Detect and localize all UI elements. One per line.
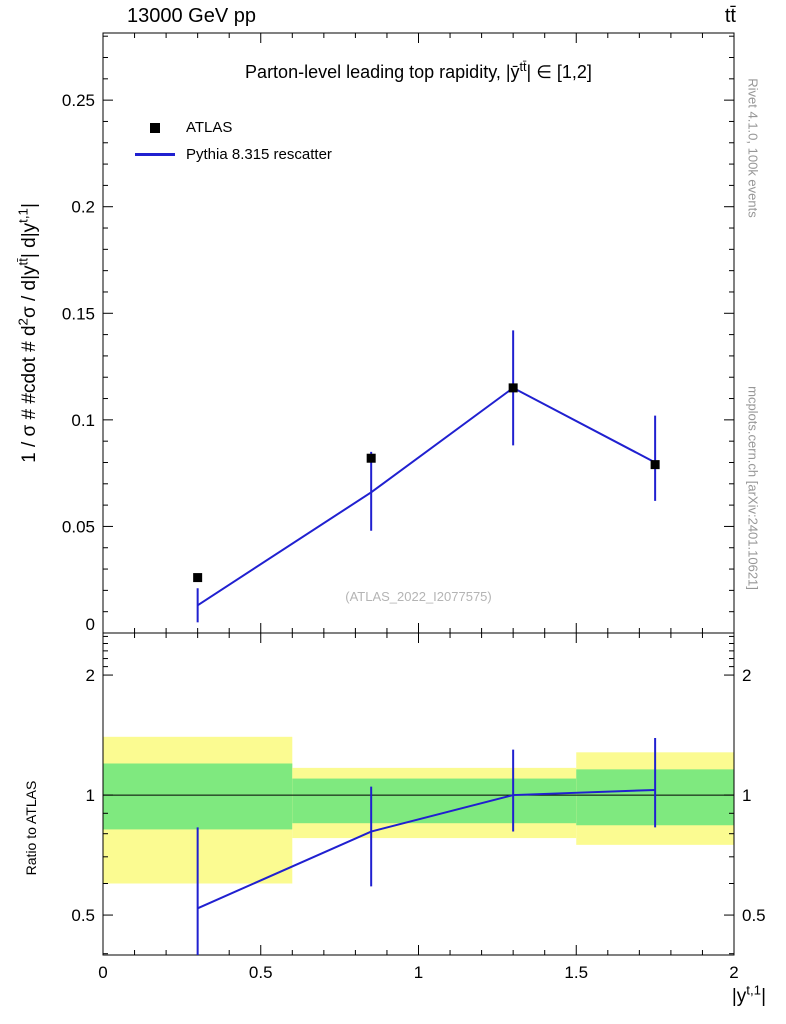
rivet-version-label: Rivet 4.1.0, 100k events: [745, 78, 761, 218]
x-tick-label: 0.5: [249, 963, 273, 982]
label-segment: 2: [15, 318, 31, 326]
label-segment: tt̄: [519, 60, 527, 74]
main-y-tick-label: 0.1: [71, 411, 95, 430]
atlas-data-point: [366, 453, 376, 463]
legend-marker-cell: [133, 122, 177, 133]
ratio-y-tick-label-right: 0.5: [742, 906, 766, 925]
atlas-data-point: [193, 573, 203, 583]
main-y-tick-label: 0.05: [62, 517, 95, 536]
x-axis-title: |yt,1|: [731, 982, 766, 1008]
plot-title: Parton-level leading top rapidity, |ȳtt̄…: [103, 60, 734, 83]
atlas-data-point: [650, 460, 660, 470]
label-segment: |y: [731, 986, 747, 1007]
legend-label-pythia: Pythia 8.315 rescatter: [186, 146, 332, 163]
main-y-tick-label: 0.15: [62, 304, 95, 323]
legend: ATLAS Pythia 8.315 rescatter: [133, 114, 332, 168]
ratio-y-tick-label-right: 1: [742, 786, 751, 805]
main-y-tick-label: 0.2: [71, 198, 95, 217]
label-segment: σ / d|y: [19, 265, 40, 319]
main-y-tick-label: 0: [86, 615, 95, 634]
ratio-y-tick-label-left: 2: [86, 666, 95, 685]
label-segment: | ∈ [1,2]: [526, 62, 592, 82]
ratio-y-tick-label-left: 1: [86, 786, 95, 805]
uncertainty-band-green: [292, 778, 577, 824]
ratio-y-tick-label-right: 2: [742, 666, 751, 685]
x-tick-label: 2: [729, 963, 738, 982]
legend-item-pythia: Pythia 8.315 rescatter: [133, 141, 332, 168]
beam-energy-label: 13000 GeV pp: [127, 5, 256, 27]
analysis-watermark: (ATLAS_2022_I2077575): [345, 589, 492, 604]
y-axis-title-ratio: Ratio to ATLAS: [23, 780, 39, 876]
label-segment: t,1: [746, 982, 762, 998]
label-segment: |: [19, 203, 40, 209]
uncertainty-band-green: [103, 763, 293, 830]
label-segment: tt̄: [15, 258, 31, 266]
legend-label-atlas: ATLAS: [186, 119, 233, 136]
pythia-line-marker-icon: [135, 153, 175, 156]
label-segment: ȳ: [510, 62, 520, 82]
label-segment: Parton-level leading top rapidity, |: [245, 62, 511, 82]
label-segment: 1 / σ # #cdot # d: [19, 325, 40, 463]
legend-marker-cell: [133, 153, 177, 156]
x-tick-label: 0: [98, 963, 107, 982]
atlas-square-marker-icon: [150, 122, 160, 133]
ratio-y-tick-label-left: 0.5: [71, 906, 95, 925]
label-segment: | d|y: [19, 222, 40, 259]
ratio-mc-line: [197, 788, 656, 910]
mcplots-reference-label: mcplots.cern.ch [arXiv:2401.10621]: [745, 386, 761, 590]
atlas-data-point: [508, 383, 518, 393]
label-segment: t,1: [15, 208, 31, 223]
process-label: tt̄: [724, 5, 736, 27]
x-tick-label: 1: [414, 963, 423, 982]
legend-item-atlas: ATLAS: [133, 114, 332, 141]
mc-prediction-line: [197, 386, 656, 607]
main-y-tick-label: 0.25: [62, 91, 95, 110]
x-tick-label: 1.5: [564, 963, 588, 982]
label-segment: |: [761, 986, 766, 1007]
y-axis-title-main: 1 / σ # #cdot # d2σ / d|ytt̄| d|yt,1|: [15, 203, 41, 463]
